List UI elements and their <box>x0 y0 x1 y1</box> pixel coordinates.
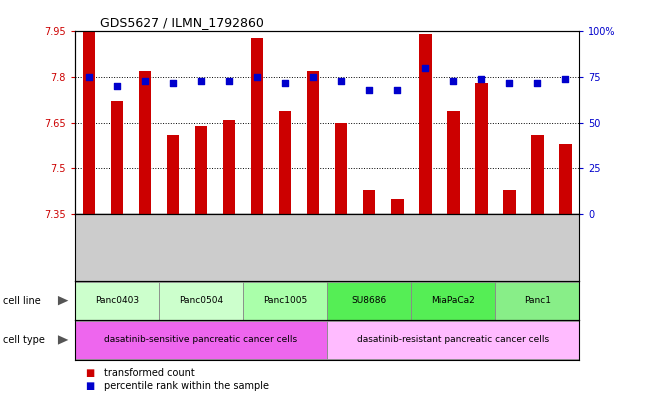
Text: cell line: cell line <box>3 296 41 306</box>
Bar <box>75 282 159 320</box>
Point <box>504 79 514 86</box>
Text: Panc0403: Panc0403 <box>95 296 139 305</box>
Text: dasatinib-sensitive pancreatic cancer cells: dasatinib-sensitive pancreatic cancer ce… <box>104 336 298 344</box>
Point <box>392 87 402 93</box>
Bar <box>495 282 579 320</box>
Point <box>140 78 150 84</box>
Bar <box>327 282 411 320</box>
Point <box>476 76 486 82</box>
Bar <box>503 190 516 214</box>
Text: SU8686: SU8686 <box>352 296 387 305</box>
Bar <box>307 71 320 214</box>
Point <box>336 78 346 84</box>
Polygon shape <box>58 296 68 305</box>
Bar <box>83 31 95 214</box>
Bar <box>243 282 327 320</box>
Point <box>560 76 570 82</box>
Bar <box>363 190 376 214</box>
Bar <box>75 321 327 359</box>
Bar <box>159 282 243 320</box>
Point <box>448 78 458 84</box>
Text: transformed count: transformed count <box>104 367 195 378</box>
Text: Panc1005: Panc1005 <box>263 296 307 305</box>
Bar <box>335 123 348 214</box>
Text: cell type: cell type <box>3 335 45 345</box>
Point <box>252 74 262 80</box>
Point <box>112 83 122 90</box>
Text: MiaPaCa2: MiaPaCa2 <box>432 296 475 305</box>
Bar <box>447 110 460 214</box>
Polygon shape <box>58 335 68 345</box>
Point <box>168 79 178 86</box>
Bar <box>251 38 264 214</box>
Point <box>364 87 374 93</box>
Text: ■: ■ <box>85 381 94 391</box>
Bar <box>531 135 544 214</box>
Text: Panc1: Panc1 <box>524 296 551 305</box>
Point <box>196 78 206 84</box>
Bar <box>223 120 235 214</box>
Bar <box>195 126 207 214</box>
Text: percentile rank within the sample: percentile rank within the sample <box>104 381 269 391</box>
Bar <box>111 101 123 214</box>
Text: dasatinib-resistant pancreatic cancer cells: dasatinib-resistant pancreatic cancer ce… <box>357 336 549 344</box>
Bar <box>411 282 495 320</box>
Point <box>224 78 234 84</box>
Point <box>532 79 542 86</box>
Point <box>280 79 290 86</box>
Point <box>84 74 94 80</box>
Point <box>420 65 430 71</box>
Text: ■: ■ <box>85 367 94 378</box>
Bar <box>419 35 432 214</box>
Bar <box>139 71 151 214</box>
Bar <box>327 321 579 359</box>
Point <box>308 74 318 80</box>
Bar <box>167 135 179 214</box>
Text: Panc0504: Panc0504 <box>179 296 223 305</box>
Bar <box>559 144 572 214</box>
Bar <box>279 110 292 214</box>
Text: GDS5627 / ILMN_1792860: GDS5627 / ILMN_1792860 <box>100 16 264 29</box>
Bar <box>475 83 488 214</box>
Bar <box>391 199 404 214</box>
